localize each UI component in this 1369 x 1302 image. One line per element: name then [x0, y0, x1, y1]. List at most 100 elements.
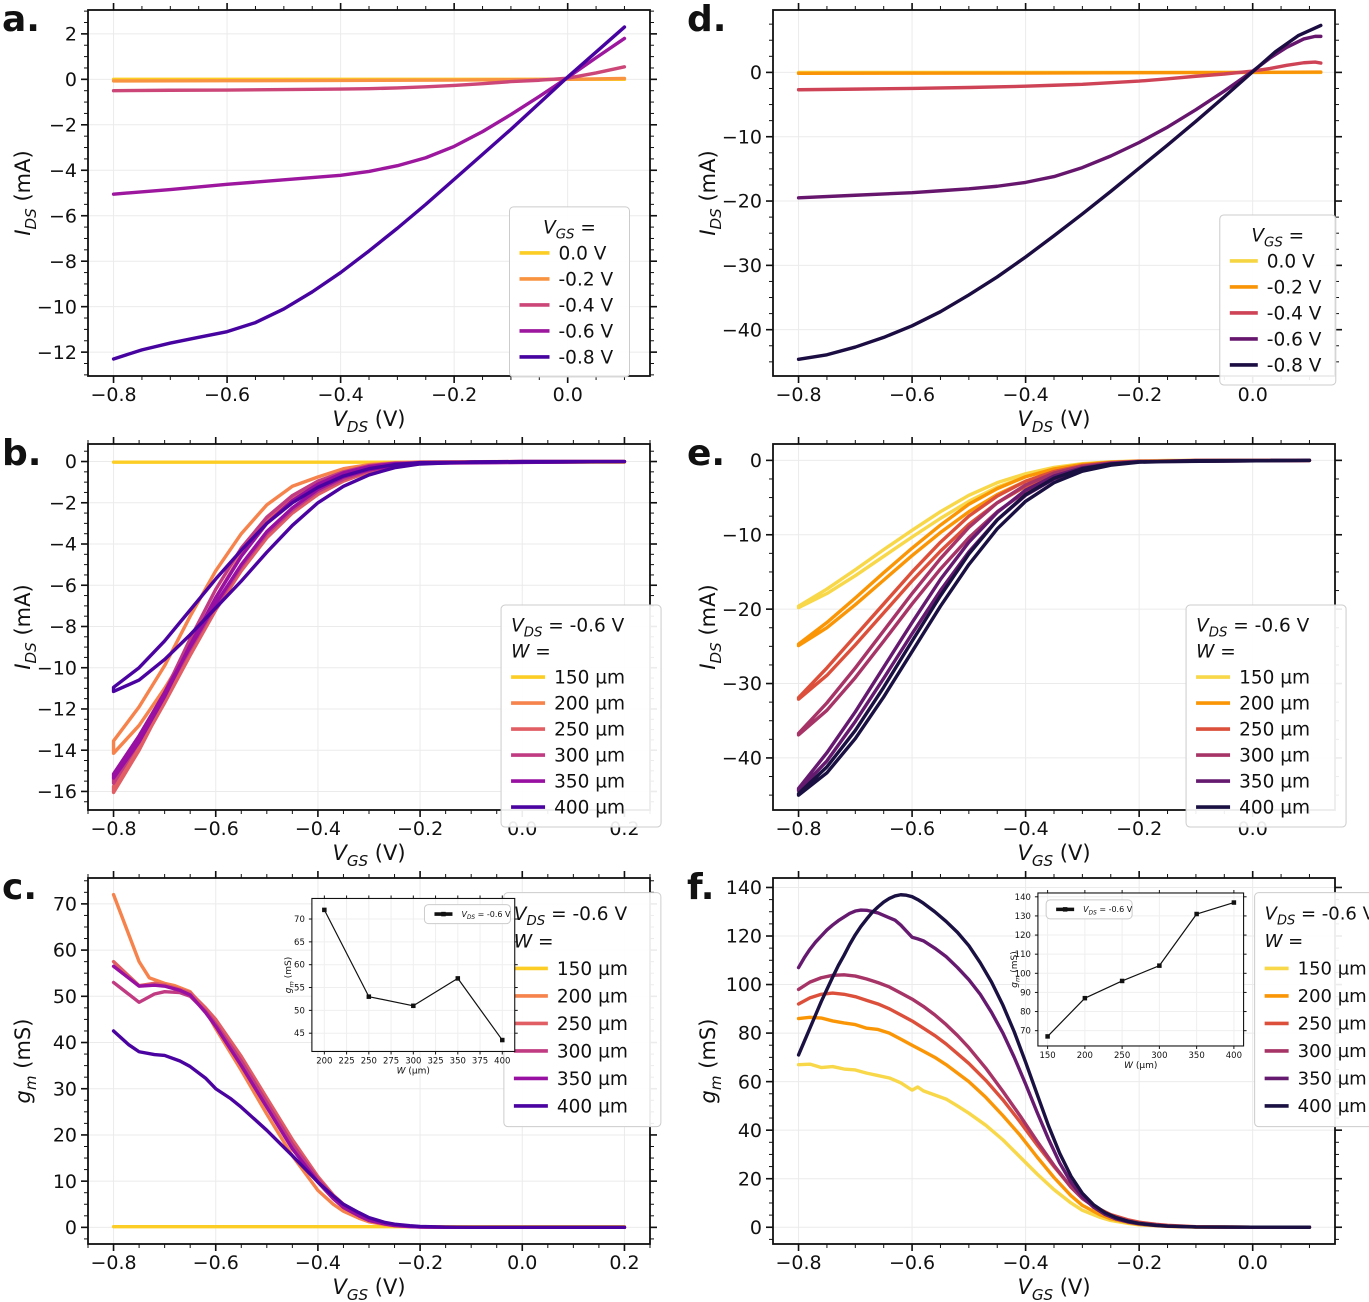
y-axis-label: gm (mS) — [284, 957, 296, 993]
chart-a: −0.8 −0.6 −0.4 −0.2 0.0 2 0 −2 −4 −6 −8 −10 −12 VDS (… — [11, 3, 657, 434]
x-tick-label: −0.4 — [1003, 1252, 1049, 1274]
series-200-um — [796, 1015, 1312, 1229]
y-tick-label: −12 — [37, 699, 77, 721]
legend-item-label: 250 µm — [1298, 1014, 1367, 1035]
x-tick-label: 400 — [1226, 1051, 1242, 1061]
y-tick-label: 120 — [726, 926, 762, 948]
x-tick-label: −0.8 — [775, 818, 821, 840]
x-tick-label: −0.2 — [431, 384, 477, 406]
x-axis-label: W (µm) — [1124, 1061, 1157, 1071]
series--0.4-V — [796, 60, 1323, 92]
y-tick-label: −30 — [722, 255, 762, 277]
panel-b-chart: −0.8 −0.6 −0.4 −0.2 0.0 0.20−2−4−6−8−10−12−14… — [11, 437, 662, 868]
x-tick-label: −0.6 — [193, 1252, 239, 1274]
legend-item-label: -0.2 V — [559, 269, 614, 290]
legend-title: W = — [1196, 642, 1236, 663]
x-tick-label: −0.6 — [889, 818, 935, 840]
panel-a: −0.8 −0.6 −0.4 −0.2 0.0 2 0 −2 −4 −6 −8 −10 −12 VDS (… — [0, 0, 684, 434]
series--0.8-V — [111, 25, 627, 361]
x-tick-label: −0.4 — [318, 384, 364, 406]
x-tick-label: 0.0 — [507, 1252, 537, 1274]
legend-item-label: -0.6 V — [559, 321, 614, 342]
y-tick-label: 60 — [53, 940, 77, 962]
x-axis-label: VDS (V) — [1017, 407, 1090, 434]
legend-marker — [1062, 907, 1068, 912]
legend-item-label: 300 µm — [1239, 746, 1310, 767]
legend-item-label: 250 µm — [557, 1014, 628, 1035]
chart-f: −0.8 −0.6 −0.4 −0.2 0.0 0 20 40 60 80 100 120 140 VGS… — [696, 871, 1369, 1302]
legend-item-label: 150 µm — [1239, 668, 1310, 689]
x-tick-label: 0.2 — [609, 1252, 639, 1274]
legend-title: VGS = — [543, 217, 596, 242]
legend-item-label: 400 µm — [1239, 798, 1310, 819]
y-tick-label: 65 — [294, 938, 305, 948]
data-point-marker — [1119, 978, 1125, 984]
x-tick-label: 325 — [427, 1056, 443, 1066]
legend-title: W = — [1265, 931, 1304, 952]
chart-b: −0.8 −0.6 −0.4 −0.2 0.0 0.20−2−4−6−8−10−12−14… — [11, 437, 662, 868]
y-tick-label: 140 — [726, 877, 762, 899]
panel-a-chart: −0.8 −0.6 −0.4 −0.2 0.0 2 0 −2 −4 −6 −8 −10 −12 VDS (… — [11, 3, 657, 434]
y-axis-label: IDS (mA) — [696, 584, 725, 669]
series-400-um — [796, 893, 1312, 1229]
y-tick-label: −40 — [722, 319, 762, 341]
legend-item-label: 0.0 V — [559, 243, 607, 264]
y-tick-label: −10 — [37, 296, 77, 318]
svg-text:IDS (mA): IDS (mA) — [11, 584, 40, 669]
y-tick-label: 40 — [738, 1120, 762, 1142]
y-tick-label: 0 — [65, 451, 77, 473]
legend-item-label: 200 µm — [1298, 986, 1367, 1007]
y-tick-label: −16 — [37, 781, 77, 803]
y-tick-label: 2 — [65, 24, 77, 46]
legend-box — [1254, 892, 1369, 1128]
y-tick-label: −2 — [49, 492, 77, 514]
legend-item-label: 350 µm — [557, 1069, 628, 1090]
y-tick-label: 30 — [53, 1078, 77, 1100]
x-tick-label: 300 — [405, 1056, 421, 1066]
legend-box — [509, 206, 630, 378]
panel-c-chart: −0.8 −0.6 −0.4 −0.2 0.0 0.2 0 10 20 30 40 50 60 70 VGS… — [11, 871, 662, 1302]
svg-text:IDS (mA): IDS (mA) — [696, 150, 725, 235]
x-tick-label: 300 — [1151, 1051, 1167, 1061]
y-tick-label: 0 — [65, 1217, 77, 1239]
y-tick-label: −20 — [722, 599, 762, 621]
x-tick-label: −0.4 — [1003, 384, 1049, 406]
y-tick-label: −6 — [49, 575, 77, 597]
x-tick-label: 0.0 — [553, 384, 583, 406]
svg-text:gm (mS): gm (mS) — [11, 1019, 40, 1104]
y-tick-label: −20 — [722, 191, 762, 213]
legend-item-label: 150 µm — [1298, 959, 1367, 980]
y-axis-label: gm (mS) — [11, 1019, 40, 1104]
y-tick-label: −4 — [49, 160, 77, 182]
x-axis-label: VGS (V) — [1017, 1275, 1090, 1302]
x-tick-label: 250 — [1114, 1051, 1130, 1061]
x-tick-label: −0.8 — [90, 384, 136, 406]
svg-text:IDS (mA): IDS (mA) — [11, 150, 40, 235]
y-tick-label: 50 — [53, 986, 77, 1008]
legend-item-label: 250 µm — [1239, 720, 1310, 741]
x-axis-label: VDS (V) — [332, 407, 405, 434]
svg-text:gm (mS): gm (mS) — [696, 1019, 725, 1104]
legend-item-label: VDS = -0.6 V — [1083, 905, 1133, 916]
series--0.8-V — [796, 23, 1323, 361]
x-axis-label: W (µm) — [397, 1066, 430, 1076]
y-tick-label: 140 — [1015, 893, 1031, 903]
legend-box — [500, 604, 662, 828]
legend-item-label: -0.8 V — [1267, 355, 1322, 376]
panel-b: −0.8 −0.6 −0.4 −0.2 0.0 0.2 0 −2 −4 −6 −8 −10 −12 −14… — [0, 434, 684, 868]
y-tick-label: 100 — [1015, 969, 1031, 979]
y-tick-label: 0 — [750, 62, 762, 84]
y-tick-label: −10 — [37, 657, 77, 679]
data-point-marker — [1045, 1034, 1050, 1039]
y-tick-label: 70 — [294, 915, 305, 925]
y-tick-label: −30 — [722, 673, 762, 695]
data-point-marker — [366, 994, 372, 999]
y-tick-label: −8 — [49, 251, 77, 273]
y-tick-label: 60 — [738, 1071, 762, 1093]
chart-f-inset: 150 200 250 300 350 400 70 80 90 100 110 120 130 140 W… — [1010, 889, 1247, 1071]
data-point-marker — [411, 1003, 416, 1009]
y-tick-label: 90 — [1020, 988, 1031, 998]
y-axis-label: gm (mS) — [696, 1019, 725, 1104]
y-tick-label: 60 — [294, 961, 305, 971]
